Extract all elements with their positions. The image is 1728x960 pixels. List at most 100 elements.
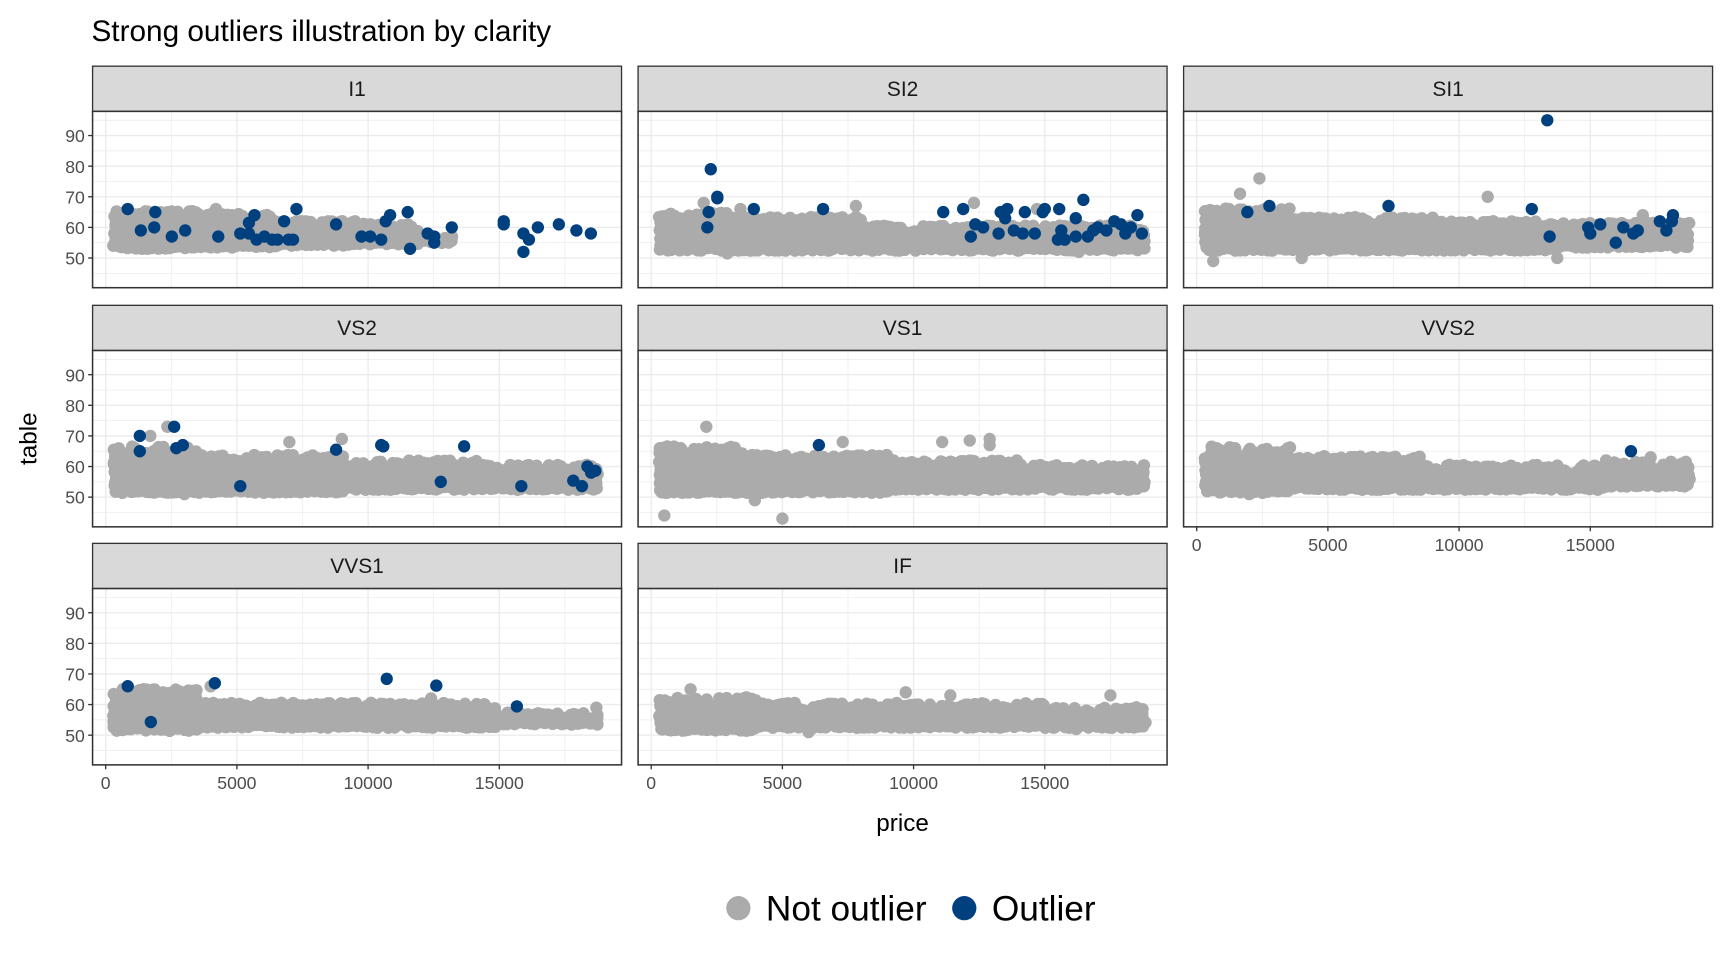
y-tick-label: 60 — [65, 218, 85, 238]
outlier-point — [134, 224, 148, 237]
not-outlier-point — [967, 196, 981, 210]
outlier-point — [570, 224, 583, 237]
outlier-point — [234, 227, 247, 240]
facet-strip-label: I1 — [348, 78, 365, 101]
facet-strip — [1182, 65, 1714, 113]
outlier-point — [1263, 199, 1276, 213]
outlier-point — [1069, 212, 1082, 225]
panel-background — [92, 350, 622, 527]
outlier-point — [1594, 218, 1607, 231]
y-tick-label: 70 — [65, 187, 85, 207]
panel-border — [637, 110, 1168, 289]
facet-strip-label: SI1 — [1432, 78, 1463, 101]
outlier-point — [992, 227, 1005, 240]
outlier-point — [1124, 221, 1138, 234]
not-outlier-point — [1295, 251, 1308, 265]
chart-title: Strong outliers illustration by clarity — [91, 15, 551, 48]
outlier-point — [1382, 199, 1395, 213]
not-outlier-point — [1233, 187, 1247, 200]
facet-strip — [91, 65, 623, 113]
outlier-point — [1241, 205, 1254, 219]
not-outlier-point — [445, 230, 459, 243]
not-outlier-point — [697, 196, 710, 210]
not-outlier-point — [388, 233, 401, 246]
outlier-point — [179, 224, 192, 237]
panel-border — [91, 110, 623, 289]
outlier-point — [248, 208, 261, 222]
not-outlier-point — [1481, 190, 1494, 203]
not-outlier-point — [1253, 172, 1266, 185]
not-outlier-point — [1072, 245, 1086, 259]
panel-background — [92, 111, 622, 288]
outlier-point — [1028, 227, 1041, 240]
outlier-point — [998, 212, 1012, 225]
outlier-point — [701, 221, 714, 234]
facet-strip-label: SI2 — [887, 78, 918, 101]
outlier-point — [1100, 224, 1113, 237]
outlier-point — [121, 202, 134, 216]
outlier-point — [1543, 230, 1556, 243]
outlier-point — [428, 230, 441, 243]
outlier-point — [702, 205, 715, 219]
outlier-point — [165, 230, 178, 243]
outlier-point — [1053, 202, 1066, 216]
panel-border — [1182, 110, 1714, 289]
outlier-point — [290, 202, 303, 216]
outlier-point — [497, 218, 510, 231]
facet-strip — [91, 304, 623, 352]
facet-strip-label: VS2 — [337, 317, 377, 340]
outlier-point — [1077, 193, 1090, 207]
outlier-point — [1069, 230, 1082, 243]
outlier-point — [1617, 221, 1630, 234]
outlier-point — [355, 230, 368, 243]
outlier-point — [1018, 205, 1032, 219]
outlier-point — [286, 233, 300, 246]
outlier-point — [522, 233, 536, 246]
facet-panel-si1: SI1 — [1182, 65, 1714, 289]
outlier-point — [937, 205, 950, 219]
outlier-point — [1525, 202, 1538, 216]
outlier-point — [403, 242, 417, 255]
outlier-point — [584, 227, 598, 240]
not-outlier-point — [1683, 216, 1696, 230]
not-outlier-point — [1551, 251, 1564, 265]
outlier-point — [1660, 224, 1673, 237]
outlier-point — [816, 202, 830, 216]
outlier-point — [401, 205, 414, 219]
outlier-point — [747, 202, 760, 216]
outlier-point — [148, 221, 161, 234]
outlier-point — [364, 230, 377, 243]
not-outlier-point — [1636, 208, 1649, 222]
outlier-point — [1609, 236, 1622, 249]
outlier-point — [149, 205, 162, 219]
outlier-point — [704, 163, 717, 176]
outlier-point — [1653, 215, 1667, 228]
outlier-point — [1001, 202, 1014, 216]
outlier-point — [1135, 227, 1149, 240]
facet-panel-si2: SI2 — [637, 65, 1168, 289]
outlier-point — [1016, 227, 1029, 240]
not-outlier-point — [721, 247, 734, 260]
outlier-point — [1058, 233, 1071, 246]
outlier-point — [445, 221, 458, 234]
outlier-point — [383, 208, 397, 222]
outlier-point — [552, 218, 566, 231]
not-outlier-point — [1207, 254, 1220, 268]
panel-plot-area — [1183, 111, 1713, 288]
outlier-point — [375, 233, 388, 246]
not-outlier-point — [849, 199, 863, 213]
outlier-point — [1131, 208, 1144, 222]
not-outlier-point — [1283, 202, 1296, 215]
panel-background — [1183, 111, 1713, 288]
outlier-point — [1631, 224, 1644, 237]
not-outlier-point — [348, 215, 362, 228]
outlier-point — [277, 215, 291, 228]
panel-plot-area — [638, 111, 1168, 288]
y-tick-label: 50 — [65, 249, 85, 269]
panel-plot-area — [92, 111, 622, 288]
outlier-point — [1666, 208, 1680, 222]
